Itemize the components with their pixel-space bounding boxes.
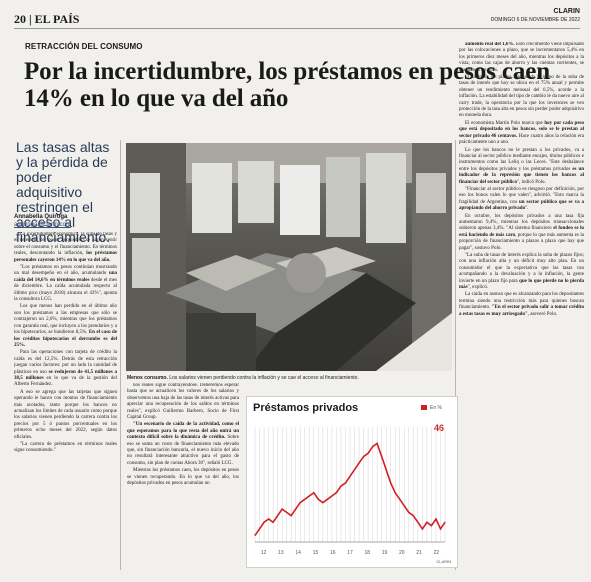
chart-title: Préstamos privados: [253, 402, 358, 414]
chart-x-tick: 19: [382, 550, 388, 556]
chart-x-tick: 18: [364, 550, 370, 556]
chart-point: [277, 515, 279, 517]
loans-chart: Préstamos privados En % 46 12 13 14 15 16 17 1…: [246, 396, 458, 568]
body-column-1: La incertidumbre económica, la suba de t…: [14, 232, 117, 454]
chart-point: [381, 455, 383, 458]
chart-unit: En %: [430, 405, 443, 411]
chart-point: [286, 511, 288, 514]
chart-point: [313, 492, 315, 494]
chart-point: [376, 442, 378, 445]
chart-x-tick: 15: [313, 550, 319, 556]
chart-x-tick: 16: [330, 550, 336, 556]
chart-point: [322, 501, 324, 504]
chart-point: [358, 462, 360, 464]
chart-point: [403, 505, 405, 507]
chart-point: [331, 495, 333, 497]
chart-point: [349, 475, 351, 477]
author-email[interactable]: aquiroga@clarin.com: [14, 222, 71, 228]
chart-point: [394, 492, 396, 494]
chart-point: [439, 528, 442, 530]
chart-x-tick: 20: [399, 550, 405, 556]
chart-point: [317, 498, 319, 500]
chart-point: [421, 528, 423, 530]
chart-point: [299, 501, 301, 504]
page-number-section: 20 | EL PAÍS: [14, 12, 80, 26]
chart-point: [399, 498, 401, 500]
loans-chart-svg: Préstamos privados En % 46 12 13 14 15 16 17 1…: [253, 402, 451, 564]
chart-point: [344, 482, 347, 484]
chart-x-tick: 14: [295, 550, 301, 556]
chart-point: [435, 518, 437, 520]
store-photo: [126, 143, 452, 371]
appliance-store-illustration: [126, 143, 452, 371]
chart-point: [290, 515, 292, 517]
chart-point: [304, 498, 306, 500]
chart-x-tick: 22: [434, 550, 440, 556]
masthead: CLARIN DOMINGO 6 DE NOVIEMBRE DE 2022: [490, 8, 580, 23]
chart-point: [390, 482, 392, 484]
chart-point: [335, 492, 338, 494]
chart-point: [267, 518, 270, 520]
chart-point: [308, 495, 310, 497]
chart-x-tick: 12: [261, 550, 267, 556]
chart-legend-swatch: [421, 405, 427, 410]
chart-point: [385, 469, 387, 471]
body-column-3: aumento real del 1,6%. Esto crecimiento …: [459, 42, 584, 317]
chart-point: [362, 455, 365, 458]
chart-point: [295, 508, 297, 510]
chart-point: [372, 446, 374, 448]
chart-last-value: 46: [434, 423, 444, 433]
chart-point: [408, 511, 410, 514]
chart-point: [254, 534, 256, 537]
chart-point: [353, 469, 356, 471]
chart-point: [281, 508, 283, 510]
standfirst: Las tasas altas y la pérdida de poder ad…: [16, 139, 111, 245]
kicker: RETRACCIÓN DEL CONSUMO: [25, 42, 143, 51]
body-column-2: nos reales sigue contrayéndose. Deberemo…: [127, 383, 239, 487]
chart-x-tick: 17: [347, 550, 353, 556]
chart-point: [340, 485, 342, 487]
chart-point: [412, 515, 414, 517]
byline: Annabella Quiroga: [14, 214, 68, 220]
page-header: 20 | EL PAÍS CLARIN DOMINGO 6 DE NOVIEMB…: [14, 8, 580, 29]
chart-point: [326, 498, 328, 500]
chart-point: [430, 524, 433, 527]
chart-point: [258, 528, 261, 530]
headline: Por la incertidumbre, los préstamos en p…: [24, 58, 551, 112]
chart-point: [444, 521, 446, 523]
chart-point: [272, 521, 274, 523]
chart-point: [426, 521, 428, 523]
chart-point: [367, 452, 369, 454]
chart-point: [417, 521, 419, 523]
chart-x-tick: 21: [416, 550, 422, 556]
photo-caption: Menos consumo. Los salarios vienen perdi…: [127, 375, 359, 381]
chart-source: CLARÍN: [436, 559, 451, 564]
chart-point: [263, 521, 265, 523]
chart-x-tick: 13: [278, 550, 284, 556]
